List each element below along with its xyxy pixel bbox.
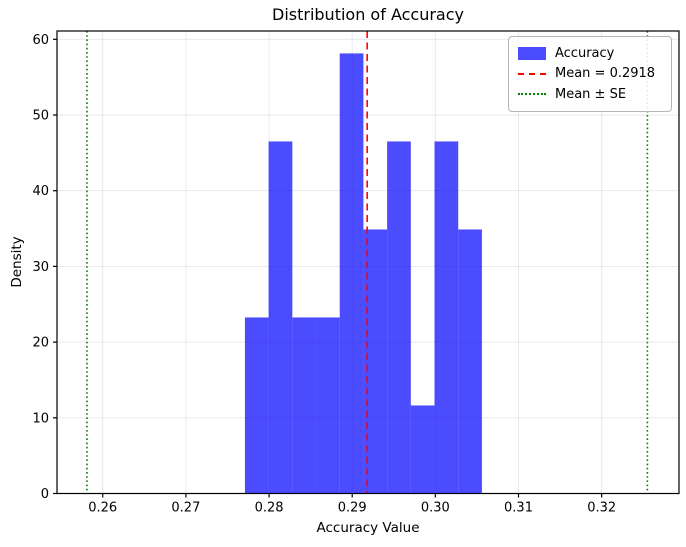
x-tick-label: 0.30: [421, 501, 450, 516]
legend: Accuracy Mean = 0.2918 Mean ± SE: [508, 36, 672, 112]
legend-label: Mean ± SE: [555, 86, 627, 102]
legend-label: Accuracy: [555, 45, 615, 61]
histogram-bar: [339, 53, 364, 494]
y-tick-label: 10: [32, 411, 49, 426]
y-tick-label: 0: [41, 487, 49, 502]
axes-spines: [56, 30, 680, 495]
x-tick-label: 0.26: [88, 501, 117, 516]
x-tick-label: 0.28: [255, 501, 284, 516]
chart-title: Distribution of Accuracy: [272, 5, 464, 24]
y-tick-label: 40: [32, 184, 49, 199]
legend-swatch-se-dotted-line: [518, 93, 546, 96]
legend-swatch-accuracy-patch: [518, 46, 546, 60]
histogram-bar: [292, 317, 317, 494]
y-tick-label: 50: [32, 109, 49, 124]
histogram-bar: [458, 229, 482, 494]
y-tick-label: 30: [32, 260, 49, 275]
histogram-bar: [410, 405, 435, 494]
legend-swatch-mean-dashed-line: [518, 72, 546, 75]
x-axis-label: Accuracy Value: [316, 520, 420, 536]
histogram-bar: [363, 229, 388, 494]
x-tick-label: 0.29: [338, 501, 367, 516]
y-tick-label: 60: [32, 33, 49, 48]
histogram-bar: [316, 317, 340, 494]
histogram-bar: [387, 141, 411, 494]
legend-item-accuracy: Accuracy: [518, 43, 662, 64]
x-tick-label: 0.27: [171, 501, 200, 516]
legend-item-mean: Mean = 0.2918: [518, 64, 662, 85]
y-axis-label: Density: [9, 236, 25, 288]
histogram-bar: [434, 141, 459, 494]
x-tick-label: 0.31: [504, 501, 533, 516]
histogram-bar: [268, 141, 293, 494]
y-tick-label: 20: [32, 336, 49, 351]
legend-label: Mean = 0.2918: [555, 66, 656, 82]
x-tick-label: 0.32: [587, 501, 616, 516]
histogram-bar: [244, 317, 269, 494]
legend-item-mean-se: Mean ± SE: [518, 84, 662, 105]
